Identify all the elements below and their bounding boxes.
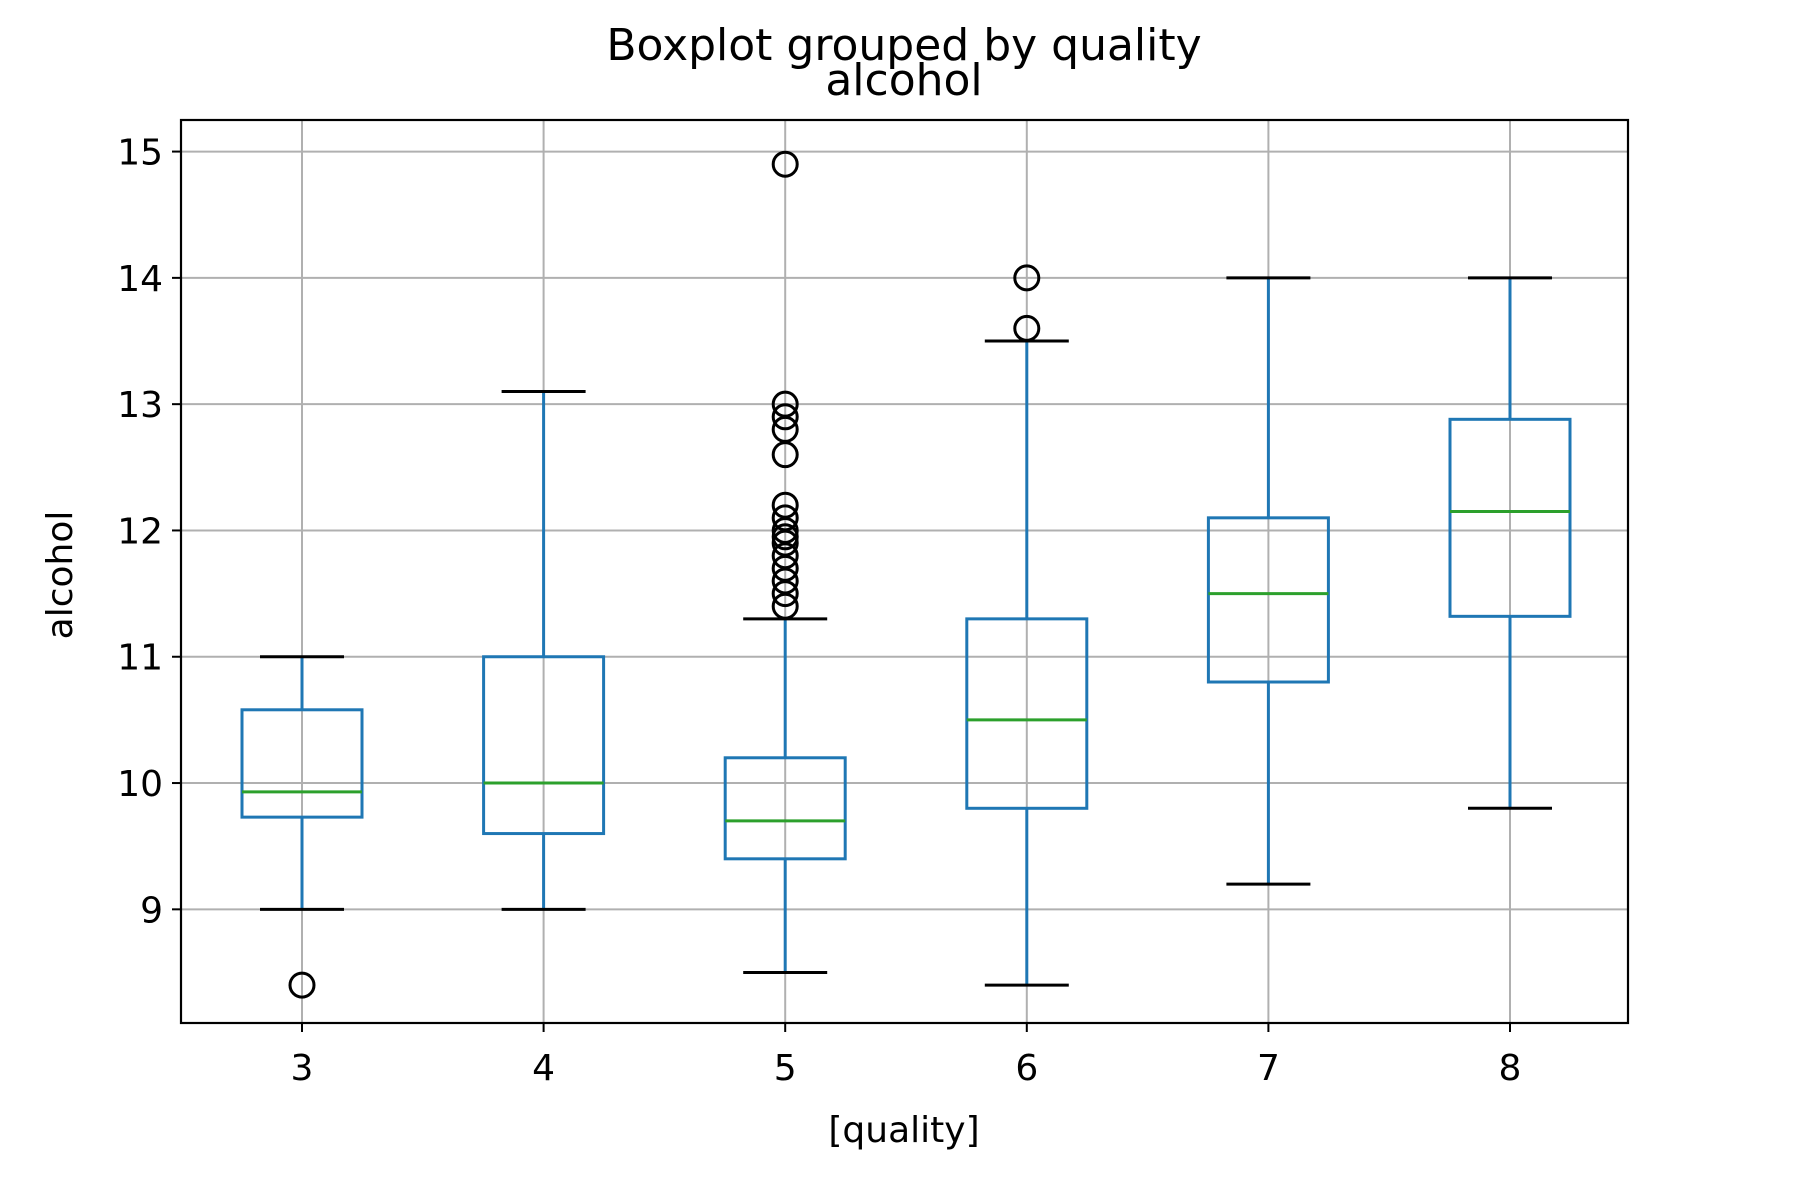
chart-title: alcohol bbox=[825, 55, 982, 106]
x-tick-label: 7 bbox=[1257, 1048, 1280, 1089]
box-group-8 bbox=[1448, 276, 1572, 810]
x-tick-label: 8 bbox=[1499, 1048, 1522, 1089]
flier-point bbox=[771, 403, 799, 431]
flier-point bbox=[771, 580, 799, 608]
iqr-box bbox=[723, 756, 847, 861]
boxes bbox=[240, 150, 1572, 999]
flier-point bbox=[771, 592, 799, 620]
x-tick-label: 4 bbox=[532, 1048, 555, 1089]
flier-point bbox=[771, 523, 799, 551]
y-tick-label: 13 bbox=[117, 385, 163, 426]
x-tick-label: 3 bbox=[291, 1048, 314, 1089]
iqr-box bbox=[1206, 516, 1330, 684]
flier-point bbox=[1013, 314, 1041, 342]
flier-point bbox=[1013, 264, 1041, 292]
y-tick-label: 11 bbox=[117, 638, 163, 679]
y-tick-label: 10 bbox=[117, 764, 163, 805]
iqr-box bbox=[240, 708, 364, 819]
x-tick-label: 6 bbox=[1015, 1048, 1038, 1089]
ticks: 9 10 11 12 13 14 15 3 4 5 6 7 8 bbox=[117, 133, 1521, 1089]
grid bbox=[181, 120, 1628, 1023]
iqr-box bbox=[482, 655, 606, 836]
box-group-7 bbox=[1206, 276, 1330, 886]
box-group-3 bbox=[240, 655, 364, 999]
y-axis-label: alcohol bbox=[40, 511, 81, 640]
x-axis-label: [quality] bbox=[828, 1110, 979, 1151]
y-tick-label: 15 bbox=[117, 133, 163, 174]
y-tick-label: 9 bbox=[140, 890, 163, 931]
plot-frame bbox=[179, 118, 1630, 1025]
chart-suptitle: Boxplot grouped by quality bbox=[606, 20, 1201, 71]
flier-point bbox=[771, 441, 799, 469]
box-group-6 bbox=[965, 264, 1089, 987]
iqr-box bbox=[1448, 417, 1572, 618]
box-group-4 bbox=[482, 390, 606, 911]
x-tick-label: 5 bbox=[774, 1048, 797, 1089]
box-group-5 bbox=[723, 150, 847, 974]
y-tick-label: 12 bbox=[117, 511, 163, 552]
y-tick-label: 14 bbox=[117, 259, 163, 300]
flier-point bbox=[288, 971, 316, 999]
iqr-box bbox=[965, 617, 1089, 810]
flier-point bbox=[771, 150, 799, 178]
